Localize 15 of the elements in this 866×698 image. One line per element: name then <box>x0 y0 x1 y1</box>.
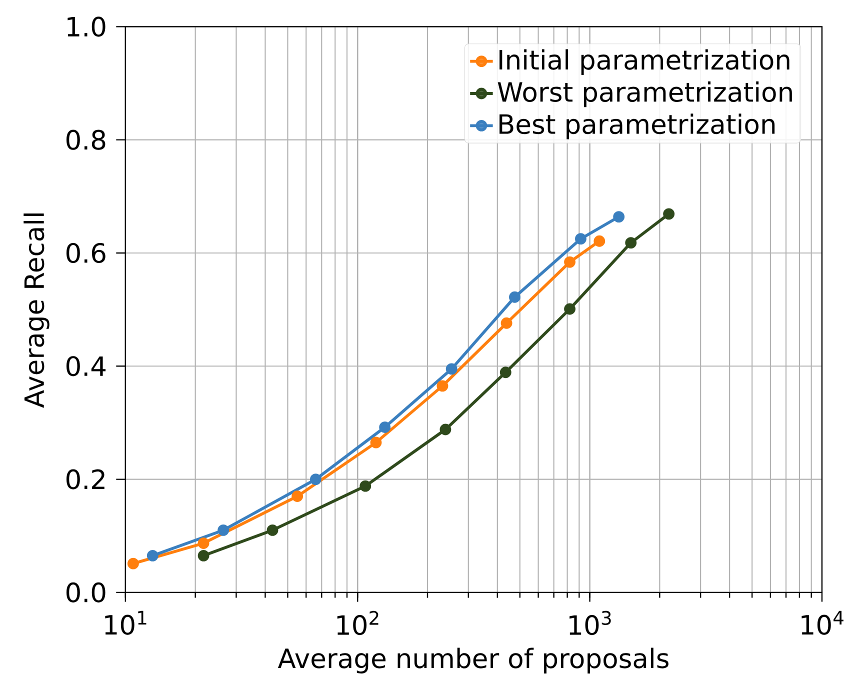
y-tick-label: 0.2 <box>66 469 104 490</box>
legend-label: Best parametrization <box>500 114 775 140</box>
y-tick-label: 0.4 <box>66 356 106 376</box>
y-tick-label: 0.0 <box>66 582 106 603</box>
x-tick-label: 10$^{3}$ <box>570 610 611 636</box>
y-axis-title: Average Recall <box>24 214 50 408</box>
x-tick-label: 10$^{2}$ <box>337 610 378 636</box>
y-tick-label: 1.0 <box>68 16 106 37</box>
x-tick-label: 10$^{4}$ <box>802 610 844 635</box>
x-tick-label: 10$^{1}$ <box>105 610 146 635</box>
x-axis-title: Average number of proposals <box>278 648 668 674</box>
y-tick-label: 0.8 <box>66 130 106 150</box>
legend-label: Worst parametrization <box>498 81 792 108</box>
legend-label: Initial parametrization <box>500 49 790 76</box>
y-tick-label: 0.6 <box>66 243 106 264</box>
